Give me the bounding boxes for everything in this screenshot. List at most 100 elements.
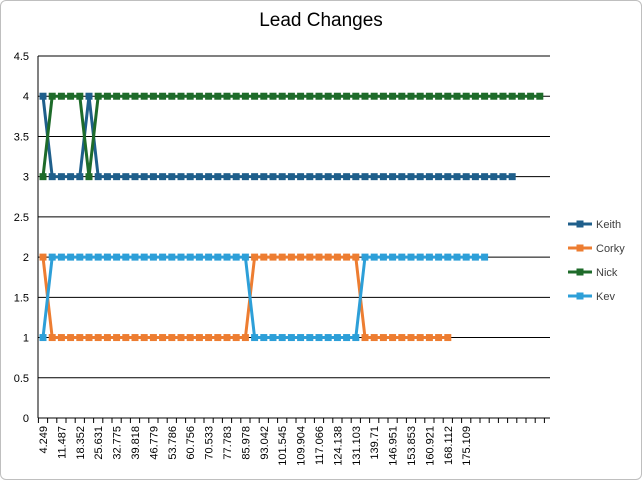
data-point-nick xyxy=(490,92,498,100)
data-point-nick xyxy=(471,92,479,100)
data-point-kev xyxy=(370,253,378,261)
data-point-keith xyxy=(76,173,84,181)
x-tick-label: 25.631 xyxy=(93,426,105,460)
legend-marker xyxy=(576,268,584,276)
y-tick-label: 3.5 xyxy=(14,131,29,143)
data-point-corky xyxy=(195,334,203,342)
x-tick-label: 11.487 xyxy=(56,426,68,459)
data-point-keith xyxy=(333,173,341,181)
data-point-kev xyxy=(159,253,167,261)
data-point-kev xyxy=(67,253,75,261)
data-point-keith xyxy=(416,173,424,181)
data-point-keith xyxy=(131,173,139,181)
data-point-corky xyxy=(76,334,84,342)
data-point-corky xyxy=(177,334,185,342)
data-point-keith xyxy=(297,173,305,181)
data-point-kev xyxy=(195,253,203,261)
data-point-nick xyxy=(306,92,314,100)
data-point-kev xyxy=(168,253,176,261)
data-point-keith xyxy=(241,173,249,181)
data-point-kev xyxy=(297,334,305,342)
data-point-keith xyxy=(407,173,415,181)
data-point-keith xyxy=(389,173,397,181)
data-point-keith xyxy=(260,173,268,181)
x-tick-label: 124.138 xyxy=(332,426,344,466)
data-point-corky xyxy=(122,334,130,342)
x-tick-label: 101.545 xyxy=(277,426,289,466)
data-point-corky xyxy=(67,334,75,342)
x-tick-label: 109.904 xyxy=(296,426,308,466)
data-point-nick xyxy=(94,92,102,100)
data-point-corky xyxy=(214,334,222,342)
data-point-kev xyxy=(269,334,277,342)
data-point-keith xyxy=(48,173,56,181)
data-point-corky xyxy=(140,334,148,342)
y-tick-label: 2 xyxy=(23,252,29,264)
data-point-corky xyxy=(159,334,167,342)
data-point-nick xyxy=(205,92,213,100)
data-point-keith xyxy=(379,173,387,181)
data-point-keith xyxy=(214,173,222,181)
x-tick-label: 46.779 xyxy=(148,426,160,460)
data-point-keith xyxy=(425,173,433,181)
legend-marker xyxy=(576,292,584,300)
data-point-corky xyxy=(297,253,305,261)
data-point-corky xyxy=(407,334,415,342)
series-line-keith xyxy=(41,94,513,179)
data-point-nick xyxy=(462,92,470,100)
data-point-kev xyxy=(481,253,489,261)
data-point-keith xyxy=(67,173,75,181)
data-point-keith xyxy=(278,173,286,181)
data-point-keith xyxy=(471,173,479,181)
data-point-nick xyxy=(85,173,93,181)
data-point-nick xyxy=(352,92,360,100)
data-point-nick xyxy=(481,92,489,100)
data-point-kev xyxy=(333,334,341,342)
data-point-keith xyxy=(444,173,452,181)
data-point-keith xyxy=(306,173,314,181)
data-point-kev xyxy=(205,253,213,261)
x-tick-label: 85.978 xyxy=(240,426,252,460)
y-tick-label: 3 xyxy=(23,172,29,184)
y-tick-label: 2.5 xyxy=(14,212,29,224)
y-tick-label: 1.5 xyxy=(14,292,29,304)
data-point-nick xyxy=(260,92,268,100)
data-point-nick xyxy=(168,92,176,100)
data-point-nick xyxy=(57,92,65,100)
data-point-kev xyxy=(343,334,351,342)
data-point-nick xyxy=(361,92,369,100)
data-point-keith xyxy=(149,173,157,181)
data-point-kev xyxy=(57,253,65,261)
data-point-kev xyxy=(76,253,84,261)
data-point-keith xyxy=(324,173,332,181)
data-point-keith xyxy=(85,92,93,100)
data-point-corky xyxy=(186,334,194,342)
x-tick-label: 153.853 xyxy=(406,426,418,466)
data-point-nick xyxy=(407,92,415,100)
data-point-nick xyxy=(131,92,139,100)
data-point-corky xyxy=(343,253,351,261)
data-point-kev xyxy=(416,253,424,261)
data-point-kev xyxy=(379,253,387,261)
data-point-keith xyxy=(205,173,213,181)
x-tick-label: 18.352 xyxy=(75,426,87,460)
data-point-nick xyxy=(113,92,121,100)
data-point-corky xyxy=(232,334,240,342)
data-point-kev xyxy=(306,334,314,342)
data-point-corky xyxy=(389,334,397,342)
data-point-kev xyxy=(186,253,194,261)
data-point-nick xyxy=(287,92,295,100)
x-tick-label: 32.775 xyxy=(112,426,124,460)
data-point-nick xyxy=(149,92,157,100)
data-point-nick xyxy=(508,92,516,100)
data-point-nick xyxy=(425,92,433,100)
data-point-nick xyxy=(177,92,185,100)
data-point-kev xyxy=(471,253,479,261)
data-point-nick xyxy=(76,92,84,100)
data-point-keith xyxy=(352,173,360,181)
x-tick-label: 117.066 xyxy=(314,426,326,465)
data-point-corky xyxy=(223,334,231,342)
x-tick-label: 4.249 xyxy=(38,426,50,454)
data-point-corky xyxy=(269,253,277,261)
data-point-kev xyxy=(177,253,185,261)
